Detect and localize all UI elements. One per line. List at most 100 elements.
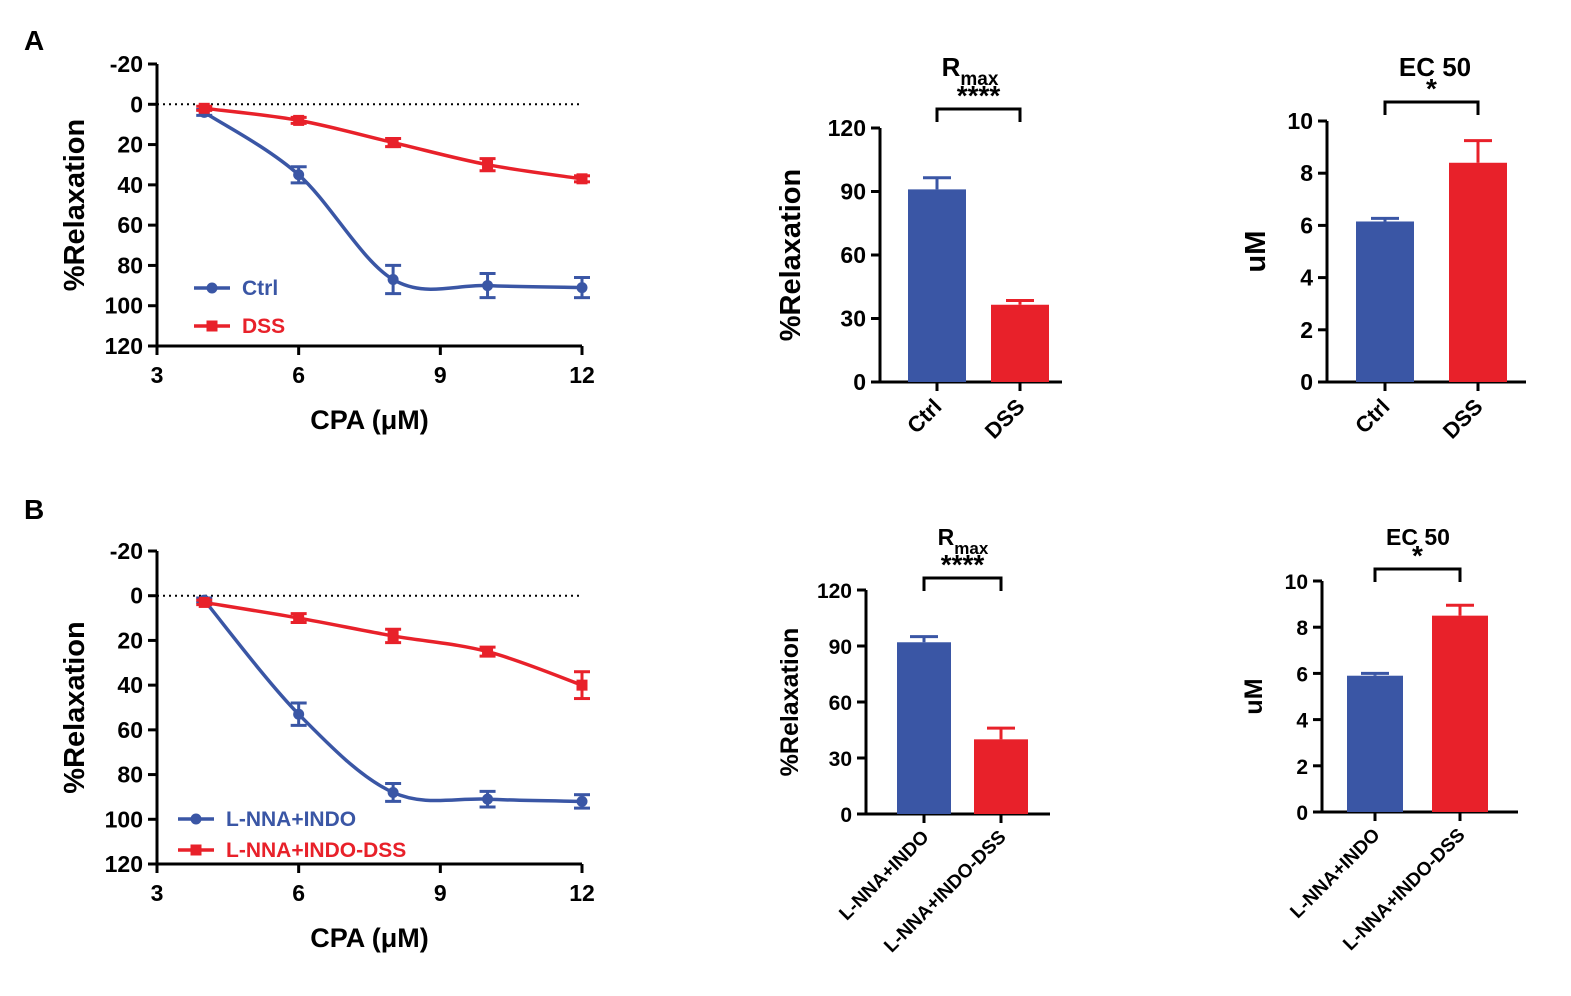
bar-0 <box>908 189 966 382</box>
y-tick-label: 0 <box>1296 802 1308 825</box>
y-tick-label: 40 <box>117 672 143 698</box>
bar-1 <box>1432 615 1488 812</box>
y-tick-label: 120 <box>105 333 143 359</box>
series-line-0 <box>202 599 583 804</box>
y-axis-title: uM <box>1240 231 1272 273</box>
category-label: DSS <box>980 394 1030 444</box>
bar-1 <box>991 304 1049 382</box>
data-point <box>293 114 305 126</box>
y-tick-label: 90 <box>829 636 852 659</box>
x-tick-label: 9 <box>434 880 447 906</box>
y-tick-label: 60 <box>117 717 143 743</box>
y-tick-label: 2 <box>1300 317 1313 343</box>
chart-a-dose-response: -20 0 20 40 60 80 100 120 3 6 9 12 %Relaxation CPA (μ… <box>59 51 595 435</box>
y-tick-label: 10 <box>1287 108 1313 134</box>
x-tick-label: 6 <box>292 880 305 906</box>
chart-title-subscript: max <box>954 539 989 558</box>
data-point <box>576 282 588 294</box>
y-tick-label: 2 <box>1296 756 1308 779</box>
y-tick-label: 120 <box>817 580 852 603</box>
significance-bracket <box>922 576 1003 591</box>
significance-marker: **** <box>941 549 985 580</box>
y-tick-label: 8 <box>1300 160 1313 186</box>
data-point <box>482 280 494 292</box>
x-tick-label: 3 <box>151 362 164 388</box>
data-point <box>293 708 305 720</box>
y-axis-title: uM <box>1240 678 1268 714</box>
data-point <box>293 169 305 181</box>
bar-0 <box>1347 675 1403 812</box>
y-tick-label: 90 <box>840 179 866 205</box>
significance-marker: * <box>1426 73 1437 104</box>
panel-label-a: A <box>24 25 44 56</box>
y-axis-title: %Relaxation <box>59 119 91 291</box>
y-tick-label: 120 <box>105 851 143 877</box>
data-point <box>387 630 399 642</box>
x-tick-label: 6 <box>292 362 305 388</box>
y-tick-label: 0 <box>840 804 852 827</box>
y-axis-title: %Relaxation <box>776 628 804 777</box>
data-point <box>482 793 494 805</box>
significance-bracket <box>1383 100 1480 115</box>
x-tick-label: 12 <box>569 362 595 388</box>
chart-b-dose-response: -20 0 20 40 60 80 100 120 3 6 9 12 %Relaxation CPA (μ… <box>59 538 595 953</box>
y-tick-label: 20 <box>117 627 143 653</box>
chart-title: EC 50 <box>1386 524 1450 550</box>
panel-label-b: B <box>24 494 44 525</box>
y-tick-label: 80 <box>117 762 143 788</box>
data-point <box>482 646 494 658</box>
x-axis-title: CPA (μM) <box>310 923 429 953</box>
y-tick-label: 0 <box>130 583 143 609</box>
y-tick-label: 60 <box>829 692 852 715</box>
y-tick-label: 0 <box>853 369 866 395</box>
y-tick-label: 100 <box>105 806 143 832</box>
significance-marker: * <box>1412 540 1423 571</box>
y-tick-label: 40 <box>117 172 143 198</box>
y-tick-label: 6 <box>1296 663 1308 686</box>
data-point <box>387 137 399 149</box>
x-tick-label: 9 <box>434 362 447 388</box>
y-tick-label: 80 <box>117 252 143 278</box>
category-label: DSS <box>1438 394 1488 444</box>
legend-marker <box>190 813 202 825</box>
bar-0 <box>1356 221 1414 382</box>
legend-marker <box>206 282 218 294</box>
x-tick-label: 12 <box>569 880 595 906</box>
y-tick-label: 4 <box>1296 710 1308 733</box>
data-point <box>482 159 494 171</box>
significance-bracket <box>935 107 1022 122</box>
y-axis-title: %Relaxation <box>59 621 91 793</box>
chart-b-rmax-bars: 0306090120%RelaxationRmaxL-NNA+INDOL-NNA… <box>776 524 1050 957</box>
legend-marker <box>206 320 218 332</box>
y-tick-label: 4 <box>1300 265 1313 291</box>
y-tick-label: 0 <box>130 91 143 117</box>
legend-label: L-NNA+INDO-DSS <box>226 839 406 862</box>
category-label: Ctrl <box>1350 394 1394 438</box>
y-tick-label: -20 <box>110 538 143 564</box>
category-label: Ctrl <box>902 394 946 438</box>
bar-1 <box>1449 162 1507 382</box>
y-tick-label: -20 <box>110 51 143 77</box>
data-point <box>387 786 399 798</box>
bar-1 <box>974 739 1028 814</box>
data-point <box>198 102 210 114</box>
y-tick-label: 20 <box>117 132 143 158</box>
data-point <box>576 795 588 807</box>
y-tick-label: 100 <box>105 293 143 319</box>
legend-marker <box>190 844 202 856</box>
x-tick-label: 3 <box>151 880 164 906</box>
significance-marker: **** <box>957 80 1001 111</box>
y-axis-title: %Relaxation <box>775 169 807 341</box>
y-tick-label: 60 <box>840 242 866 268</box>
data-point <box>387 274 399 286</box>
y-tick-label: 10 <box>1285 571 1308 594</box>
y-tick-label: 6 <box>1300 212 1313 238</box>
legend-label: Ctrl <box>242 277 278 300</box>
data-point <box>576 679 588 691</box>
legend-label: L-NNA+INDO <box>226 808 356 831</box>
chart-title: EC 50 <box>1399 52 1471 82</box>
legend-label: DSS <box>242 315 285 338</box>
y-tick-label: 30 <box>840 306 866 332</box>
